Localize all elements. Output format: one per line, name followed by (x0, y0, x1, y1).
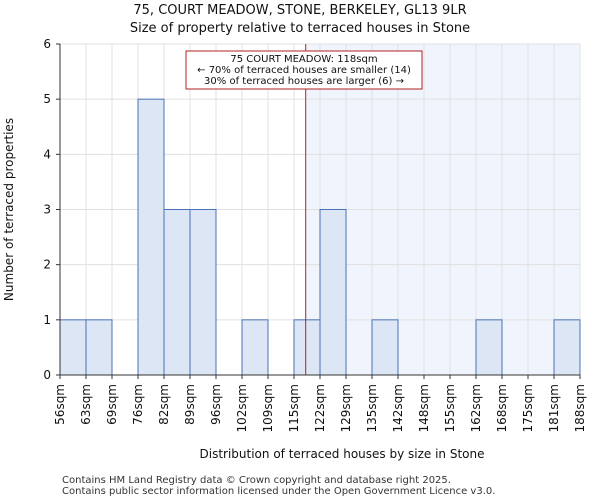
bar-102sqm (241, 319, 269, 376)
bar-122sqm (319, 209, 347, 376)
bar-63sqm (85, 319, 113, 376)
x-tick-label: 162sqm (469, 384, 483, 432)
x-tick-label: 76sqm (131, 384, 145, 425)
x-tick-label: 115sqm (287, 384, 301, 432)
x-tick-label: 102sqm (235, 384, 249, 432)
x-tick-label: 109sqm (261, 384, 275, 432)
x-tick-label: 155sqm (443, 384, 457, 432)
x-tick-label: 142sqm (391, 384, 405, 432)
bar-162sqm (475, 319, 503, 376)
chart-subtitle: Size of property relative to terraced ho… (129, 21, 471, 36)
footer-licence: Contains public sector information licen… (62, 486, 496, 497)
x-tick-label: 96sqm (209, 384, 223, 425)
y-tick-label: 4 (43, 147, 51, 161)
annotation-line: 75 COURT MEADOW: 118sqm (230, 54, 377, 65)
annotation-box (185, 50, 423, 90)
x-tick-label: 135sqm (365, 384, 379, 432)
x-tick-label: 188sqm (573, 384, 587, 432)
y-tick-label: 3 (43, 203, 51, 217)
x-tick-label: 148sqm (417, 384, 431, 432)
x-axis-title: Distribution of terraced houses by size … (200, 447, 485, 461)
x-tick-label: 168sqm (495, 384, 509, 432)
x-tick-label: 63sqm (79, 384, 93, 425)
x-tick-label: 175sqm (521, 384, 535, 432)
bar-115sqm (293, 319, 321, 376)
y-tick-label: 0 (43, 368, 51, 382)
bar-135sqm (371, 319, 399, 376)
annotation-line: ← 70% of terraced houses are smaller (14… (197, 65, 411, 76)
y-tick-label: 2 (43, 258, 51, 272)
y-axis-title: Number of terraced properties (2, 118, 16, 301)
bar-56sqm (59, 319, 87, 376)
footer-copyright: Contains HM Land Registry data © Crown c… (62, 475, 451, 486)
bar-82sqm (163, 209, 191, 376)
y-tick-label: 5 (43, 92, 51, 106)
bar-76sqm (137, 98, 165, 376)
x-tick-label: 56sqm (53, 384, 67, 425)
chart-title: 75, COURT MEADOW, STONE, BERKELEY, GL13 … (133, 3, 467, 18)
x-tick-label: 129sqm (339, 384, 353, 432)
x-tick-label: 122sqm (313, 384, 327, 432)
x-tick-label: 181sqm (547, 384, 561, 432)
x-tick-label: 69sqm (105, 384, 119, 425)
bar-89sqm (189, 209, 217, 376)
x-tick-label: 82sqm (157, 384, 171, 425)
bar-181sqm (553, 319, 581, 376)
histogram-chart: 0 1 2 3 4 5 6 56sqm 63sqm 69sqm 76sqm 82sqm 89sqm 96s… (2, 37, 587, 461)
y-tick-label: 1 (43, 313, 51, 327)
x-tick-label: 89sqm (183, 384, 197, 425)
annotation-line: 30% of terraced houses are larger (6) → (204, 76, 404, 87)
y-tick-label: 6 (43, 37, 51, 51)
